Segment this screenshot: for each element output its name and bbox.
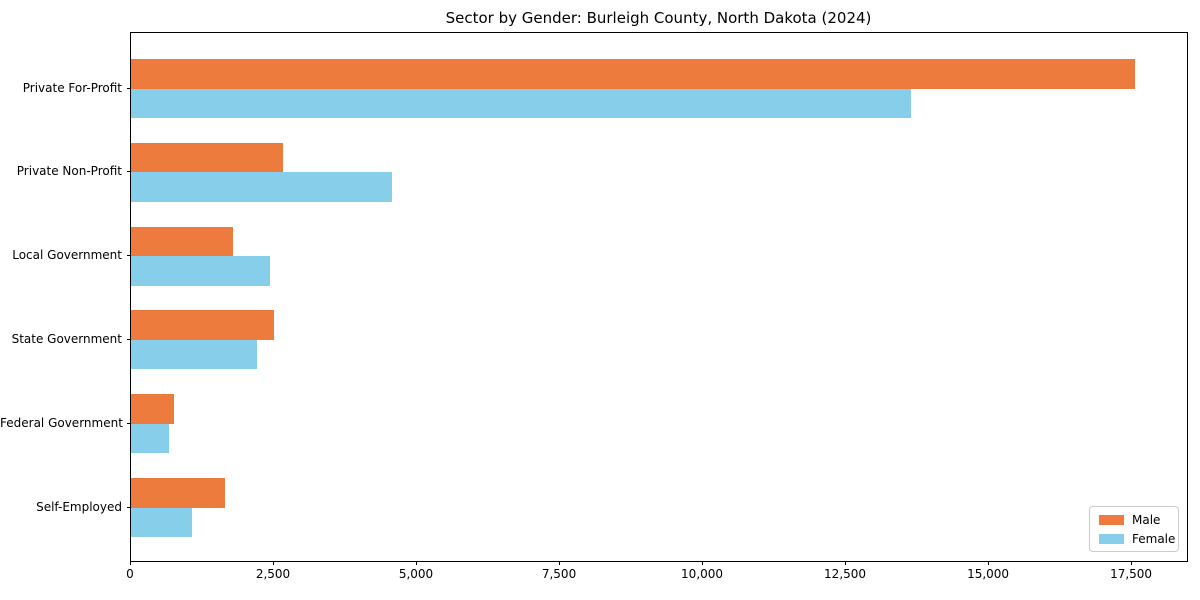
x-axis-tick xyxy=(559,561,561,565)
x-axis-tick-label: 15,000 xyxy=(967,567,1010,581)
bar-female-local-government xyxy=(131,256,270,286)
bar-male-state-government xyxy=(131,310,274,340)
bar-female-federal-government xyxy=(131,423,170,454)
y-axis-label-self-employed: Self-Employed xyxy=(36,499,122,514)
x-axis-tick xyxy=(130,561,131,565)
bar-male-federal-government xyxy=(131,394,174,424)
legend-label-male: Male xyxy=(1132,512,1161,527)
bar-male-private-non-profit xyxy=(131,142,284,173)
y-axis-label-local-government: Local Government xyxy=(12,248,122,263)
x-axis-tick xyxy=(416,561,418,565)
bar-female-private-non-profit xyxy=(131,172,392,202)
bar-female-self-employed xyxy=(131,507,193,537)
chart-title: Sector by Gender: Burleigh County, North… xyxy=(445,9,872,27)
bar-female-state-government xyxy=(131,339,257,370)
legend-swatch-female xyxy=(1099,533,1124,544)
y-axis-tick xyxy=(127,87,131,89)
y-axis-tick xyxy=(127,171,131,173)
x-axis-tick-label: 10,000 xyxy=(681,567,724,581)
y-axis-label-private-for-profit: Private For-Profit xyxy=(22,80,122,95)
y-axis-tick xyxy=(127,338,131,340)
plot-area xyxy=(130,32,1188,562)
x-axis-tick xyxy=(1131,561,1133,565)
x-axis-tick-label: 5,000 xyxy=(398,567,434,581)
legend: Male Female xyxy=(1089,506,1179,552)
legend-entry-male: Male xyxy=(1090,513,1178,527)
legend-entry-female: Female xyxy=(1090,532,1178,546)
x-axis-tick xyxy=(273,561,274,565)
x-axis-tick-label: 12,500 xyxy=(824,567,867,581)
y-axis-tick xyxy=(127,255,131,257)
x-axis-tick-label: 17,500 xyxy=(1110,567,1153,581)
y-axis-label-state-government: State Government xyxy=(11,331,122,346)
bar-male-local-government xyxy=(131,226,233,257)
legend-swatch-male xyxy=(1099,514,1124,525)
x-axis-tick-label: 0 xyxy=(126,567,134,581)
x-axis-tick xyxy=(702,561,704,565)
bar-male-private-for-profit xyxy=(131,59,1135,89)
y-axis-label-federal-government: Federal Government xyxy=(0,415,123,430)
bar-male-self-employed xyxy=(131,478,225,508)
x-axis-tick-label: 7,500 xyxy=(541,567,577,581)
x-axis-tick xyxy=(988,561,990,565)
y-axis-label-private-non-profit: Private Non-Profit xyxy=(16,164,122,179)
bar-female-private-for-profit xyxy=(131,88,912,118)
legend-label-female: Female xyxy=(1132,531,1176,546)
y-axis-tick xyxy=(127,506,131,508)
y-axis-tick xyxy=(127,422,131,424)
x-axis-tick xyxy=(845,561,847,565)
x-axis-tick-label: 2,500 xyxy=(255,567,291,581)
